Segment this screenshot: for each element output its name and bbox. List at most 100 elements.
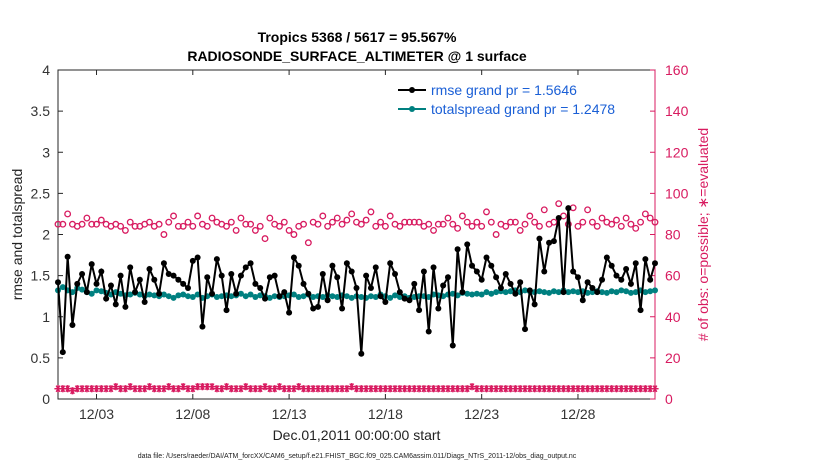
totalspread-point xyxy=(252,294,259,301)
possible-point xyxy=(555,200,563,208)
possible-point xyxy=(584,206,592,214)
evaluated-point xyxy=(54,385,62,393)
y-axis-label-right: # of obs: o=possible; ∗=evaluated xyxy=(695,128,711,341)
possible-point xyxy=(502,222,510,230)
totalspread-point xyxy=(218,293,225,300)
rmse-point xyxy=(632,260,639,267)
rmse-point xyxy=(478,276,485,283)
left-tick-label: 2.5 xyxy=(31,185,51,201)
possible-point xyxy=(237,214,245,222)
plot-area xyxy=(57,69,656,400)
rmse-point xyxy=(613,272,620,279)
possible-point xyxy=(492,231,500,238)
possible-point xyxy=(290,231,298,238)
rmse-point xyxy=(430,264,437,271)
rmse-point xyxy=(440,282,447,289)
evaluated-point xyxy=(290,385,298,393)
rmse-point xyxy=(324,297,331,304)
possible-point xyxy=(121,226,129,234)
rmse-point xyxy=(526,287,533,294)
rmse-point xyxy=(233,290,240,297)
rmse-point xyxy=(623,266,630,273)
totalspread-point xyxy=(550,288,557,295)
rmse-point xyxy=(555,215,562,222)
evaluated-point xyxy=(266,385,274,393)
right-tick-label: 80 xyxy=(665,227,681,243)
rmse-point xyxy=(180,280,187,287)
totalspread-point xyxy=(555,289,562,296)
rmse-point xyxy=(647,276,654,283)
possible-point xyxy=(458,212,466,220)
totalspread-point xyxy=(257,292,264,299)
totalspread-point xyxy=(570,288,577,295)
totalspread-point xyxy=(300,293,307,300)
evaluated-point xyxy=(420,385,428,393)
rmse-point xyxy=(228,270,235,277)
left-tick-label: 0.5 xyxy=(31,350,51,366)
right-tick-label: 120 xyxy=(665,144,689,160)
possible-point xyxy=(449,220,457,228)
rmse-point xyxy=(531,301,538,308)
rmse-point xyxy=(608,262,615,269)
rmse-point xyxy=(290,254,297,261)
chart-title-line1: Tropics 5368 / 5617 = 95.567% xyxy=(258,29,457,45)
rmse-point xyxy=(242,264,249,271)
rmse-point xyxy=(353,284,360,291)
rmse-point xyxy=(343,260,350,267)
possible-point xyxy=(189,222,197,230)
totalspread-point xyxy=(589,289,596,296)
rmse-point xyxy=(252,280,259,287)
legend-marker-dot xyxy=(409,106,415,112)
rmse-point xyxy=(132,289,139,296)
totalspread-point xyxy=(319,294,326,301)
legend-totalspread-label: totalspread grand pr = 1.2478 xyxy=(431,101,615,117)
possible-point xyxy=(632,224,640,232)
rmse-point xyxy=(103,295,110,302)
possible-point xyxy=(333,214,341,222)
legend: rmse grand pr = 1.5646 totalspread grand… xyxy=(393,78,649,118)
evaluated-point xyxy=(439,385,447,393)
possible-point xyxy=(319,212,327,220)
evaluated-point xyxy=(251,385,259,393)
possible-point xyxy=(247,220,255,228)
rmse-point xyxy=(107,282,114,289)
x-tick-label: 12/23 xyxy=(464,406,499,422)
possible-point xyxy=(531,218,539,226)
totalspread-point xyxy=(652,287,658,294)
evaluated-point xyxy=(83,385,91,393)
totalspread-point xyxy=(127,291,134,298)
rmse-point xyxy=(372,264,379,271)
possible-point xyxy=(439,220,447,228)
evaluated-point xyxy=(261,383,269,391)
rmse-point xyxy=(473,268,480,275)
possible-point xyxy=(367,208,375,216)
possible-point xyxy=(165,218,173,226)
totalspread-point xyxy=(613,289,620,296)
possible-point xyxy=(406,218,413,226)
possible-point xyxy=(357,220,365,228)
totalspread-point xyxy=(334,294,341,301)
possible-point xyxy=(324,222,332,230)
rmse-point xyxy=(411,280,418,287)
totalspread-point xyxy=(175,292,182,299)
rmse-point xyxy=(637,307,644,314)
possible-point xyxy=(483,208,490,216)
totalspread-point xyxy=(213,294,220,301)
totalspread-point xyxy=(295,294,302,301)
rmse-point xyxy=(570,268,577,275)
possible-point xyxy=(170,212,177,220)
possible-point xyxy=(179,222,187,230)
rmse-point xyxy=(281,289,288,296)
possible-point xyxy=(415,218,423,226)
possible-point xyxy=(261,235,269,243)
evaluated-point xyxy=(545,385,553,393)
totalspread-point xyxy=(632,289,639,296)
rmse-point xyxy=(401,295,408,302)
totalspread-point xyxy=(608,288,615,295)
possible-point xyxy=(574,222,582,230)
possible-point xyxy=(377,218,385,226)
possible-point xyxy=(285,226,293,234)
rmse-point xyxy=(223,307,230,314)
possible-point xyxy=(83,214,91,222)
rmse-point xyxy=(64,253,71,260)
